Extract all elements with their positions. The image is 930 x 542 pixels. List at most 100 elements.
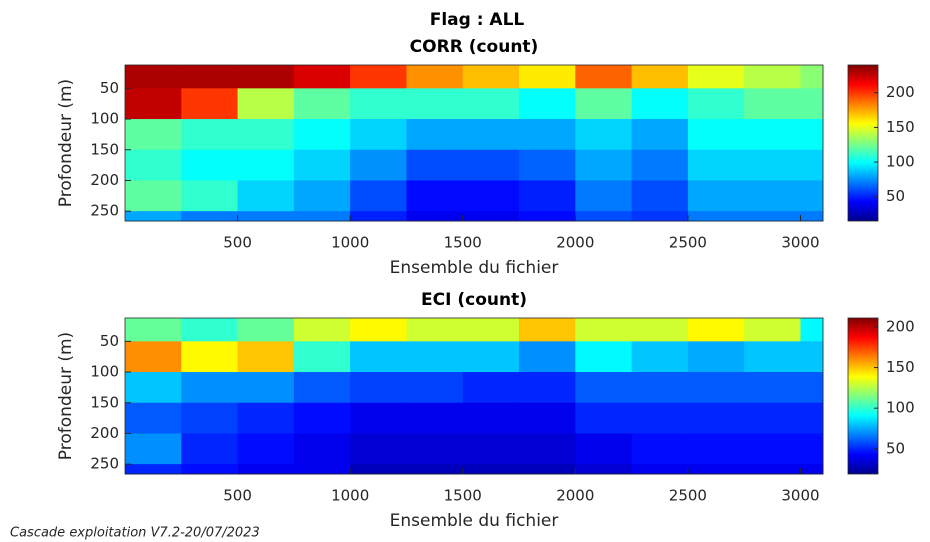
heat-cell: [575, 341, 633, 373]
heat-cell: [575, 88, 633, 120]
colorbar-tick-label: 50: [886, 439, 905, 457]
x-tick-label: 500: [223, 234, 252, 252]
x-tick-label: 3000: [781, 234, 819, 252]
heat-cell: [800, 433, 824, 465]
heat-cell: [519, 433, 576, 465]
heat-cell: [350, 211, 407, 222]
heat-cell: [800, 341, 824, 373]
heat-cell: [462, 433, 520, 465]
heat-cell: [293, 119, 351, 151]
heat-cell: [462, 341, 520, 373]
heat-cell: [350, 119, 407, 151]
heatmap-cells: [125, 318, 824, 475]
heat-cell: [462, 211, 520, 222]
chart-title: CORR (count): [410, 37, 539, 57]
heat-cell: [462, 372, 520, 404]
heat-cell: [125, 402, 182, 434]
heat-cell: [462, 464, 520, 475]
heat-cell: [519, 402, 576, 434]
heat-cell: [350, 433, 407, 465]
colorbar-tick-label: 200: [886, 83, 915, 101]
x-tick-label: 1000: [331, 234, 369, 252]
heat-cell: [631, 211, 689, 222]
heat-cell: [687, 119, 745, 151]
heat-cell: [631, 65, 689, 89]
y-tick-label: 150: [90, 393, 119, 411]
colorbar-tick-label: 50: [886, 187, 905, 205]
heat-cell: [293, 180, 351, 212]
heat-cell: [519, 372, 576, 404]
heat-cell: [125, 149, 182, 181]
heat-cell: [293, 464, 351, 475]
heat-cell: [125, 341, 182, 373]
heat-cell: [800, 88, 824, 120]
x-tick-label: 1500: [444, 234, 482, 252]
x-tick-label: 3000: [781, 487, 819, 505]
heat-cell: [237, 180, 295, 212]
colorbar-tick-label: 150: [886, 358, 915, 376]
heat-cell: [519, 318, 576, 342]
heat-cell: [687, 341, 745, 373]
heat-cell: [519, 119, 576, 151]
heat-cell: [800, 372, 824, 404]
heat-cell: [687, 402, 745, 434]
heat-cell: [800, 318, 824, 342]
heat-cell: [575, 65, 633, 89]
heat-cell: [462, 119, 520, 151]
x-tick-label: 2000: [556, 234, 594, 252]
heat-cell: [350, 65, 407, 89]
heat-cell: [575, 180, 633, 212]
heat-cell: [462, 318, 520, 342]
heat-cell: [462, 88, 520, 120]
heat-cell: [237, 433, 295, 465]
x-tick-label: 2500: [669, 234, 707, 252]
heat-cell: [462, 149, 520, 181]
heat-cell: [687, 318, 745, 342]
heat-cell: [519, 211, 576, 222]
heat-cell: [181, 211, 239, 222]
y-axis-label: Profondeur (m): [56, 79, 76, 207]
colorbar: [847, 317, 879, 475]
heat-cell: [575, 119, 633, 151]
heat-cell: [125, 211, 182, 222]
heat-cell: [125, 318, 182, 342]
heat-cell: [406, 318, 464, 342]
colorbar-tick-label: 100: [886, 399, 915, 417]
heat-cell: [293, 433, 351, 465]
heat-cell: [406, 180, 464, 212]
heat-cell: [125, 464, 182, 475]
colorbar: [847, 64, 879, 222]
heat-cell: [744, 372, 801, 404]
colorbar-tick-label: 200: [886, 317, 915, 335]
heat-cell: [800, 65, 824, 89]
y-tick-label: 150: [90, 140, 119, 158]
heat-cell: [631, 433, 689, 465]
x-tick-label: 1500: [444, 487, 482, 505]
heat-cell: [181, 464, 239, 475]
y-tick-label: 200: [90, 424, 119, 442]
heat-cell: [687, 88, 745, 120]
heat-cell: [237, 341, 295, 373]
footer: Cascade exploitation V7.2-20/07/2023: [10, 526, 260, 541]
heat-cell: [237, 211, 295, 222]
y-tick-label: 200: [90, 171, 119, 189]
heat-cell: [631, 464, 689, 475]
page-title: Flag : ALL: [430, 10, 525, 30]
heat-cell: [406, 65, 464, 89]
heat-cell: [181, 372, 239, 404]
heat-cell: [687, 464, 745, 475]
heat-cell: [350, 180, 407, 212]
heat-cell: [406, 372, 464, 404]
heat-cell: [744, 433, 801, 465]
heat-cell: [406, 88, 464, 120]
heat-cell: [800, 402, 824, 434]
heat-cell: [293, 402, 351, 434]
heat-cell: [350, 149, 407, 181]
colorbar-tick-label: 100: [886, 153, 915, 171]
heat-cell: [687, 65, 745, 89]
heat-cell: [519, 65, 576, 89]
heat-cell: [744, 119, 801, 151]
y-axis-label: Profondeur (m): [56, 332, 76, 460]
heat-cell: [744, 65, 801, 89]
